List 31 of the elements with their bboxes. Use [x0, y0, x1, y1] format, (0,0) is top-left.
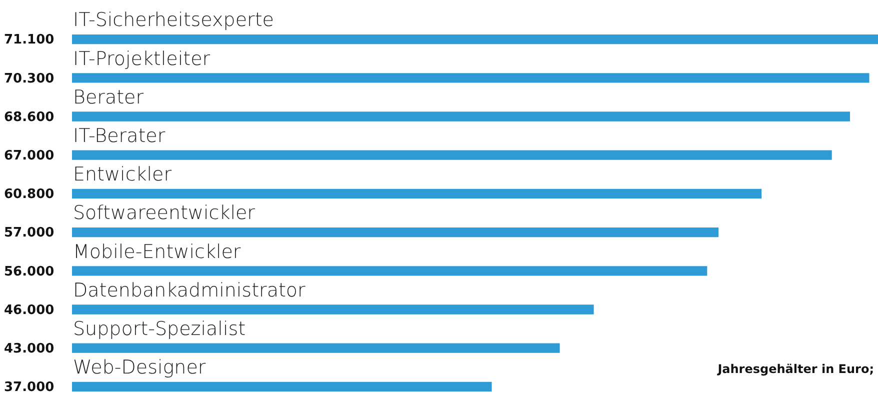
bar — [72, 343, 560, 353]
y-tick-label: Softwareentwickler — [73, 202, 256, 224]
data-label: 56.000 — [4, 264, 54, 280]
data-label: 43.000 — [4, 341, 54, 356]
data-label: 57.000 — [4, 226, 54, 241]
bar — [72, 227, 718, 238]
y-tick-label: Web-Designer — [73, 356, 206, 379]
data-label: 68.600 — [4, 110, 54, 125]
y-tick-label: IT-Projektleiter — [73, 48, 210, 70]
data-label: 60.800 — [4, 187, 54, 202]
annotation: Jahresgehälter in Euro; — [716, 362, 874, 376]
y-tick-label: Support-Spezialist — [73, 318, 246, 340]
bar — [72, 112, 850, 122]
data-label: 67.000 — [4, 148, 54, 164]
bar — [72, 304, 594, 314]
y-tick-label: Berater — [73, 86, 144, 108]
y-tick-label: IT-Sicherheitsexperte — [73, 9, 274, 32]
bar — [72, 150, 832, 160]
data-label: 70.300 — [4, 71, 54, 86]
y-tick-label: Datenbankadministrator — [73, 279, 306, 302]
data-label: 46.000 — [4, 302, 54, 318]
y-tick-label: Mobile-Entwickler — [73, 240, 241, 263]
bar — [72, 34, 878, 44]
bar — [72, 188, 762, 199]
y-tick-label: IT-Berater — [73, 125, 166, 148]
data-label: 71.100 — [4, 32, 54, 48]
bar — [72, 73, 870, 83]
data-label: 37.000 — [4, 380, 54, 396]
y-tick-label: Entwickler — [73, 164, 172, 186]
bar — [72, 382, 492, 392]
bar — [72, 266, 708, 276]
